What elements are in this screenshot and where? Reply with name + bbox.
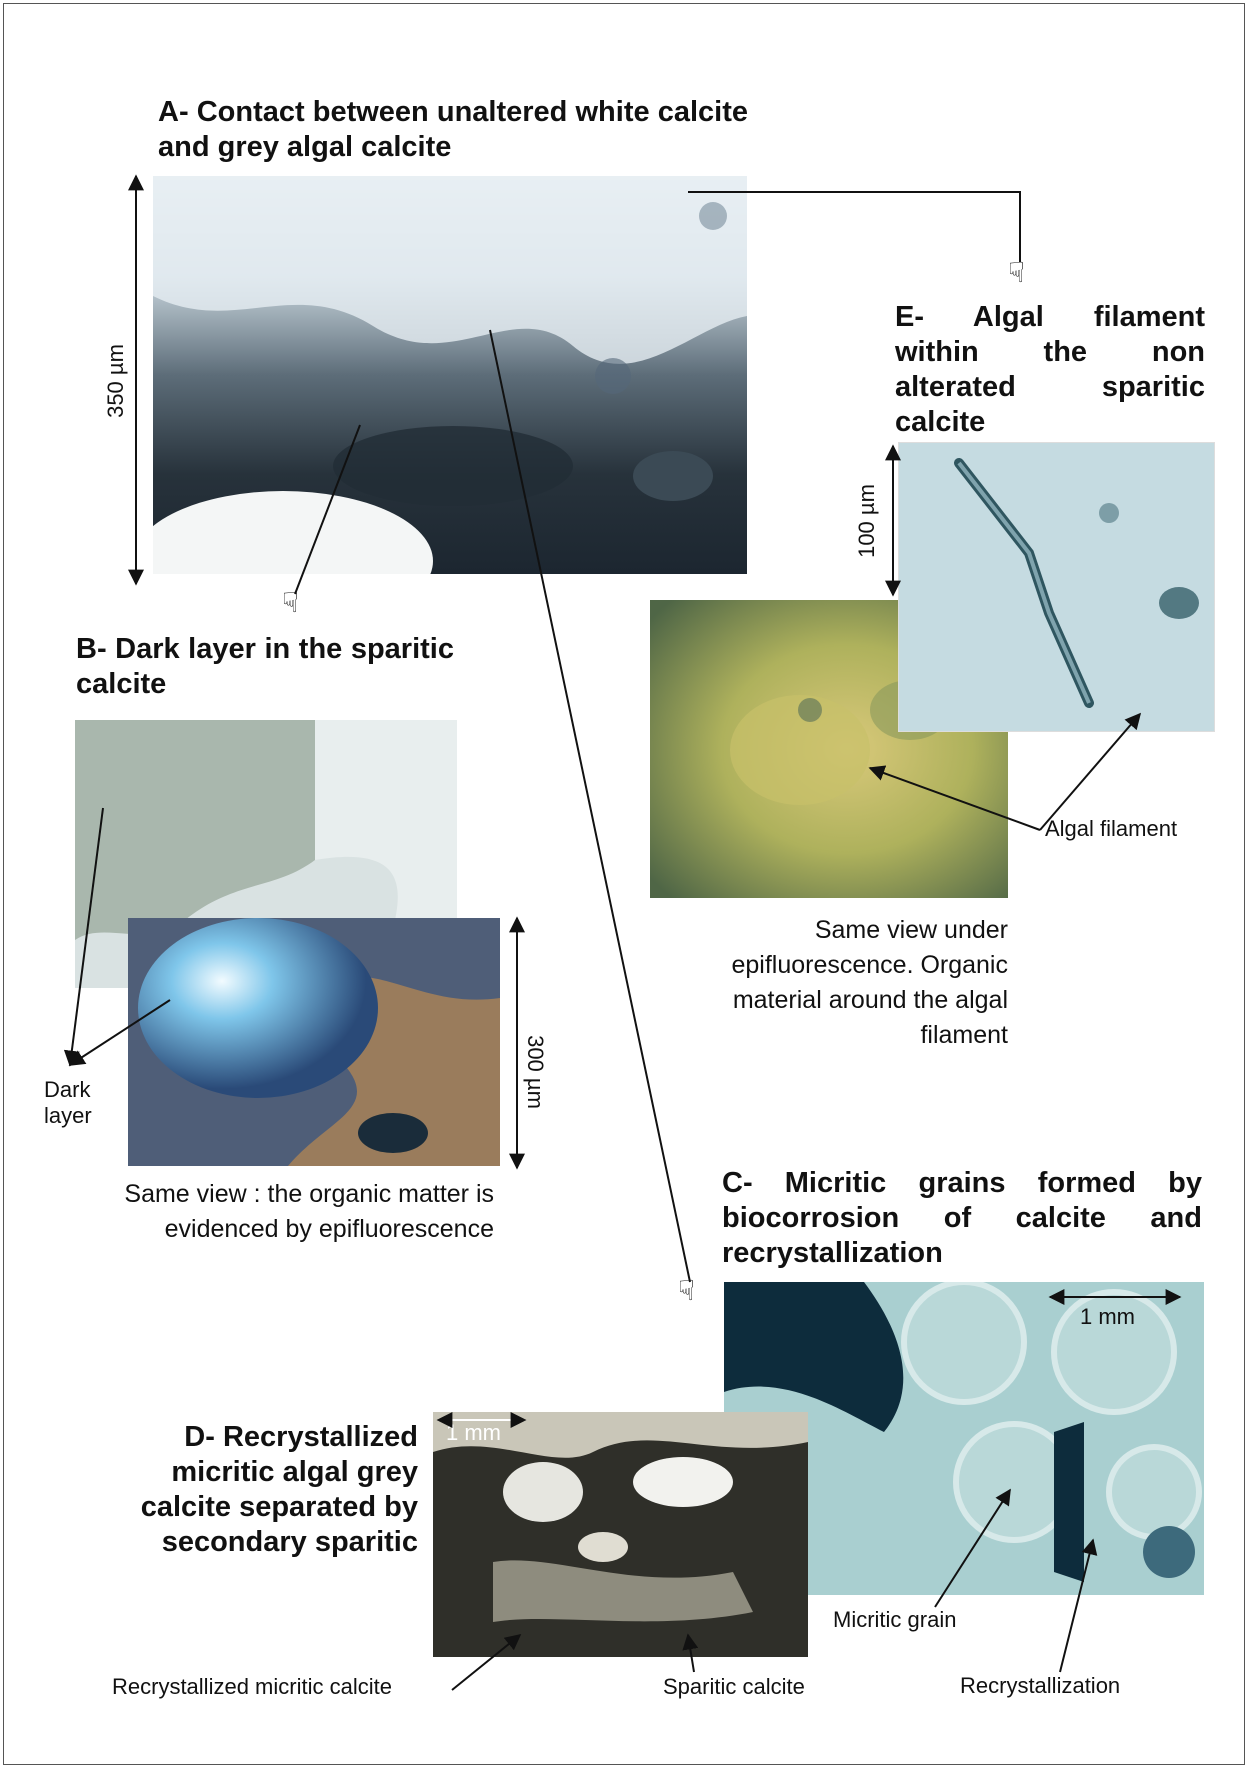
panel-d-title: D- Recrystallized micritic algal grey ca… (140, 1421, 418, 1558)
panel-a-scale-label: 350 µm (103, 344, 128, 418)
photo-e-epifluorescence (650, 600, 1008, 898)
label-recrystallized-micritic-calcite: Recrystallized micritic calcite (112, 1674, 392, 1699)
panel-b-caption: Same view : the organic matter is eviden… (124, 1180, 494, 1243)
photo-b-epifluorescence (128, 918, 500, 1166)
panel-a-title: A- Contact between unaltered white calci… (158, 96, 748, 163)
panel-b-scale-label: 300 µm (523, 1035, 548, 1109)
panel-b-title: B- Dark layer in the sparitic calcite (76, 633, 454, 700)
panel-e-scale-label: 100 µm (854, 484, 879, 558)
label-dark-layer: Dark layer (44, 1077, 92, 1128)
label-micritic-grain: Micritic grain (833, 1607, 957, 1632)
panel-e-title: E- Algal filament within the non alterat… (895, 301, 1205, 438)
photo-a-contact (153, 176, 747, 574)
photo-e-algal-filament (898, 442, 1215, 732)
panel-c-title: C- Micritic grains formed by biocorrosio… (722, 1167, 1202, 1269)
label-recrystallization: Recrystallization (960, 1673, 1121, 1698)
panel-c-scale-label: 1 mm (1080, 1304, 1135, 1329)
label-sparitic-calcite: Sparitic calcite (663, 1674, 805, 1699)
label-algal-filament: Algal filament (1045, 816, 1178, 841)
photo-d-recrystallized (433, 1412, 808, 1657)
figure-frame (3, 3, 1245, 1765)
panel-d-scale-label: 1 mm (446, 1420, 501, 1445)
panel-e-caption: Same view under epifluorescence. Organic… (731, 916, 1008, 1049)
